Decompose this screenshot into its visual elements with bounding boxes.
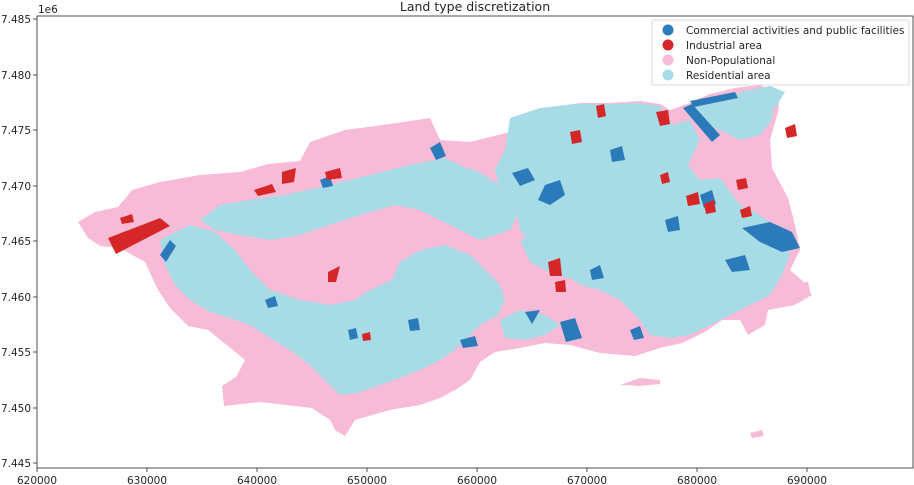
legend-label-non-populational: Non-Populational [686,55,775,67]
legend-marker-commercial [662,24,674,36]
legend-label-industrial: Industrial area [686,40,762,52]
x-tick-label: 640000 [237,475,277,485]
y-tick-label: 7.470 [1,181,31,193]
y-tick-label: 7.475 [1,125,31,137]
legend-box [651,19,910,86]
y-tick-label: 7.450 [1,403,31,415]
x-tick-label: 680000 [677,475,717,485]
legend-marker-residential [662,69,674,81]
y-axis: 7.445 7.450 7.455 7.460 7.465 7.470 7.47… [1,4,58,470]
x-tick-label: 690000 [787,475,827,485]
x-axis: 620000 630000 640000 650000 660000 67000… [17,468,827,485]
x-tick-label: 650000 [347,475,387,485]
x-tick-label: 620000 [17,475,57,485]
y-tick-label: 7.445 [1,458,31,470]
land-industrial [108,104,797,341]
x-tick-label: 670000 [567,475,607,485]
legend-label-commercial: Commercial activities and public facilit… [686,25,904,37]
y-tick-label: 7.460 [1,292,31,304]
legend-label-residential: Residential area [686,70,771,82]
y-tick-label: 7.485 [1,14,31,26]
x-tick-label: 630000 [127,475,167,485]
legend-marker-industrial [662,39,674,51]
legend: Commercial activities and public facilit… [651,19,910,86]
land-residential [160,86,790,395]
y-tick-label: 7.480 [1,70,31,82]
y-offset-label: 1e6 [38,4,58,16]
y-tick-label: 7.465 [1,236,31,248]
map-title: Land type discretization [400,0,550,14]
y-tick-label: 7.455 [1,347,31,359]
legend-marker-non-populational [662,54,674,66]
x-tick-label: 660000 [457,475,497,485]
land-commercial [160,92,800,348]
